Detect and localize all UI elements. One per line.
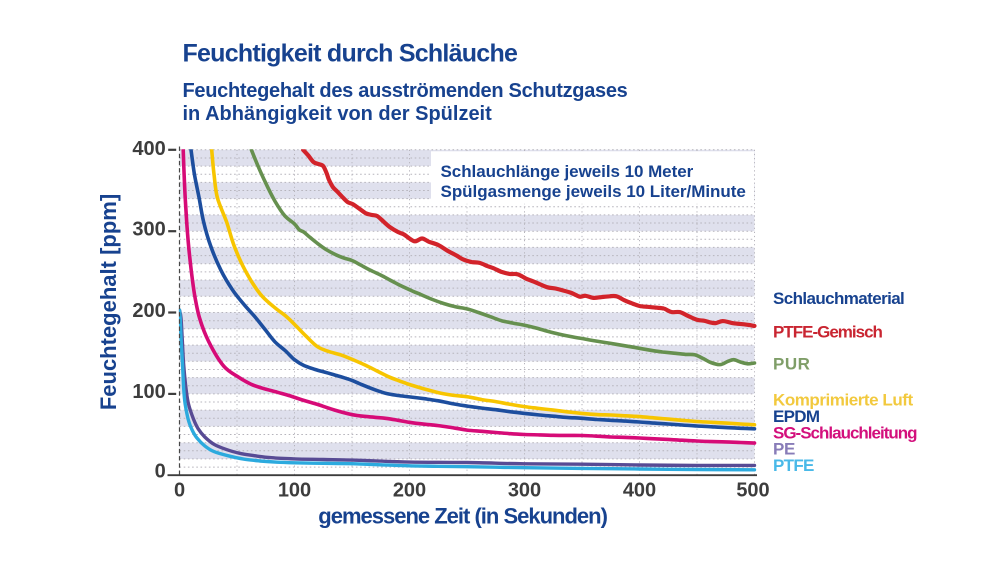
svg-text:400: 400	[132, 138, 165, 160]
svg-text:Feuchtegehalt [ppm]: Feuchtegehalt [ppm]	[96, 194, 121, 410]
svg-text:100: 100	[132, 381, 165, 403]
svg-text:Komprimierte Luft: Komprimierte Luft	[773, 390, 913, 409]
svg-text:Schlauchlänge jeweils 10 Meter: Schlauchlänge jeweils 10 Meter	[441, 162, 694, 181]
svg-text:500: 500	[736, 479, 769, 501]
svg-text:Schlauchmaterial: Schlauchmaterial	[773, 289, 904, 308]
svg-text:EPDM: EPDM	[773, 407, 820, 426]
svg-text:200: 200	[132, 300, 165, 322]
svg-text:400: 400	[623, 479, 656, 501]
svg-text:in Abhängigkeit von der Spülze: in Abhängigkeit von der Spülzeit	[183, 103, 493, 125]
svg-text:PUR: PUR	[773, 354, 810, 373]
svg-text:300: 300	[508, 479, 541, 501]
svg-text:SG-Schlauchleitung: SG-Schlauchleitung	[773, 424, 917, 443]
svg-text:300: 300	[132, 219, 165, 241]
svg-text:PE: PE	[773, 440, 795, 459]
svg-text:Feuchtegehalt des ausströmende: Feuchtegehalt des ausströmenden Schutzga…	[183, 80, 628, 102]
svg-text:Spülgasmenge jeweils 10 Liter/: Spülgasmenge jeweils 10 Liter/Minute	[441, 182, 746, 201]
svg-text:Feuchtigkeit durch Schläuche: Feuchtigkeit durch Schläuche	[183, 40, 518, 68]
svg-text:0: 0	[155, 460, 166, 482]
svg-text:gemessene Zeit (in Sekunden): gemessene Zeit (in Sekunden)	[318, 504, 607, 529]
svg-text:200: 200	[393, 479, 426, 501]
svg-text:PTFE: PTFE	[773, 456, 814, 475]
svg-text:PTFE-Gemisch: PTFE-Gemisch	[773, 322, 883, 341]
svg-text:100: 100	[278, 479, 311, 501]
svg-text:0: 0	[174, 479, 185, 501]
